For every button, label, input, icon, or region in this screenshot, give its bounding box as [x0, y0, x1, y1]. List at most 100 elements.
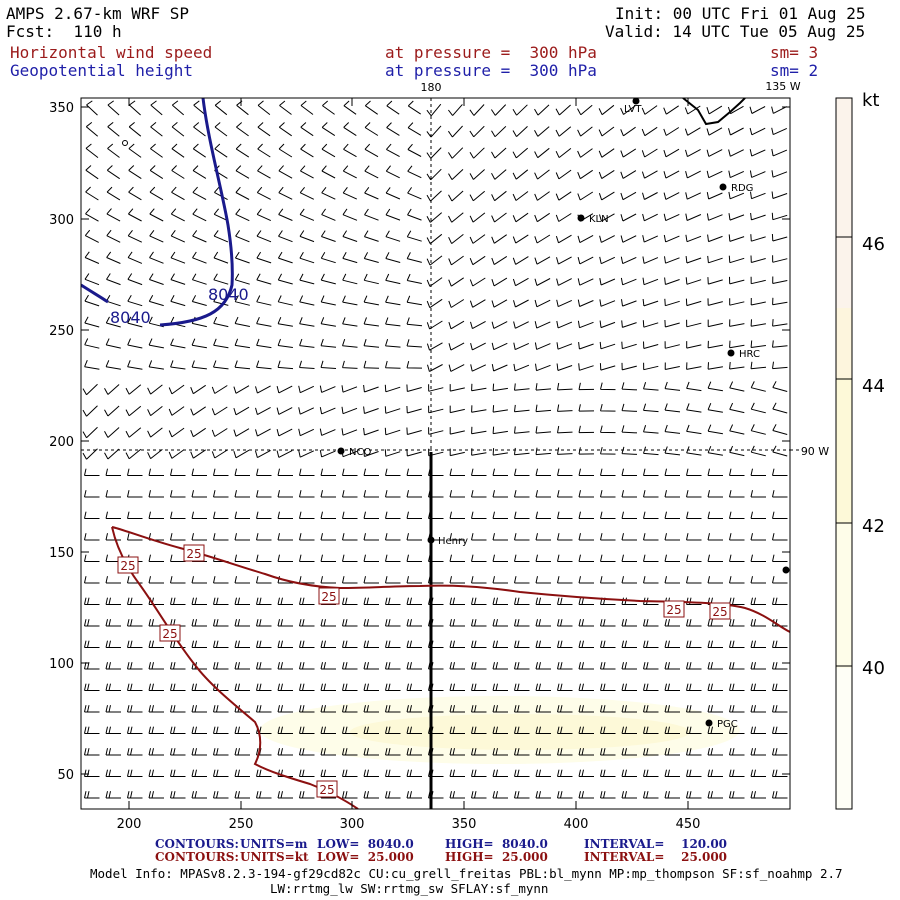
- wind-barb: [599, 235, 615, 243]
- wind-barb: [706, 127, 723, 136]
- wind-barb: [127, 511, 143, 519]
- wind-barb: [128, 165, 142, 180]
- wind-barb: [794, 705, 809, 712]
- speed-contour-label: 25: [316, 780, 338, 798]
- wind-barb: [730, 813, 745, 820]
- valid-time: Valid: 14 UTC Tue 05 Aug 25: [605, 22, 866, 41]
- wind-barb: [321, 122, 336, 137]
- wind-barb: [686, 381, 702, 392]
- wind-barb: [664, 533, 680, 541]
- wind-barb: [514, 619, 530, 627]
- wind-barb: [772, 361, 788, 370]
- wind-barb: [406, 384, 422, 392]
- footer-interval: INTERVAL= 25.000: [584, 850, 728, 864]
- wind-barb: [106, 251, 121, 264]
- wind-barb: [621, 662, 637, 670]
- wind-barb: [82, 426, 98, 439]
- wind-barb: [620, 256, 637, 265]
- wind-barb: [406, 640, 422, 648]
- wind-barb: [729, 445, 745, 457]
- wind-barb: [299, 705, 315, 713]
- wind-barb: [686, 403, 702, 413]
- wind-barb: [255, 385, 271, 394]
- wind-barb: [686, 619, 702, 627]
- wind-barb: [750, 191, 766, 200]
- wind-barb: [729, 726, 745, 734]
- wind-barb: [320, 662, 336, 670]
- wind-barb: [621, 382, 638, 391]
- wind-barb: [471, 640, 487, 648]
- wind-barb: [363, 295, 379, 306]
- wind-barb: [127, 597, 143, 605]
- wind-barb: [620, 191, 637, 201]
- wind-barb: [191, 683, 207, 691]
- wind-barb: [385, 511, 401, 519]
- wind-barb: [363, 360, 380, 369]
- wind-barb: [406, 427, 422, 435]
- wind-barb: [105, 511, 121, 519]
- wind-barb: [794, 598, 809, 605]
- wind-barb: [170, 338, 186, 349]
- wind-barb: [686, 554, 702, 562]
- wind-barb: [84, 619, 100, 627]
- wind-barb: [663, 192, 680, 200]
- wind-barb: [750, 619, 766, 627]
- wind-barb: [600, 468, 616, 476]
- wind-barb: [686, 490, 702, 498]
- wind-barb: [84, 316, 100, 328]
- wind-barb: [407, 143, 422, 157]
- wind-barb: [170, 490, 186, 498]
- wind-barb: [556, 299, 573, 308]
- wind-barb: [448, 169, 464, 180]
- wind-barb: [491, 169, 507, 180]
- wind-barb: [298, 428, 315, 437]
- wind-barb: [86, 100, 98, 116]
- station-nco: NCO: [337, 447, 371, 458]
- wind-barb: [643, 341, 659, 349]
- wind-barb: [535, 511, 551, 519]
- svg-text:RDG: RDG: [731, 183, 753, 194]
- wind-barb: [772, 640, 788, 648]
- model-title: AMPS 2.67-km WRF SP: [6, 4, 190, 23]
- wind-barb: [363, 339, 380, 348]
- wind-barb: [363, 511, 379, 519]
- wind-barb: [234, 619, 250, 627]
- y-tick-label: 250: [49, 324, 74, 339]
- wind-barb: [729, 662, 745, 670]
- wind-barb: [600, 619, 616, 627]
- wind-barb: [363, 406, 379, 414]
- wind-barb: [128, 186, 142, 201]
- wind-barb: [234, 640, 250, 648]
- wind-barb: [277, 726, 293, 734]
- wind-barb: [406, 769, 422, 777]
- wind-barb: [643, 362, 659, 371]
- wind-barb: [686, 576, 702, 584]
- wind-barb: [686, 446, 702, 456]
- wind-barb: [191, 533, 207, 541]
- wind-barb: [319, 450, 336, 458]
- wind-barb: [104, 384, 120, 395]
- wind-barb: [406, 360, 423, 369]
- wind-barb: [321, 143, 336, 158]
- wind-barb: [234, 791, 250, 799]
- wind-barb: [191, 791, 207, 799]
- wind-barb: [234, 251, 250, 264]
- wind-barb: [256, 468, 272, 476]
- wind-barb: [406, 619, 422, 627]
- wind-barb: [170, 468, 186, 476]
- wind-barb: [750, 361, 767, 370]
- wind-barb: [147, 449, 163, 459]
- plot-frame: [80, 97, 791, 810]
- wind-barb: [535, 619, 551, 627]
- wind-barb: [341, 406, 358, 415]
- x-tick-label: 350: [452, 817, 477, 832]
- colorbar-label: 44: [862, 376, 885, 397]
- wind-barb: [771, 191, 788, 199]
- wind-barb: [170, 683, 186, 691]
- wind-barb: [469, 147, 485, 159]
- wind-barb: [534, 321, 551, 329]
- footer-contours-label: CONTOURS:: [155, 837, 239, 851]
- wind-barb: [299, 769, 315, 777]
- wind-barb: [299, 468, 315, 476]
- wind-barb: [342, 230, 358, 242]
